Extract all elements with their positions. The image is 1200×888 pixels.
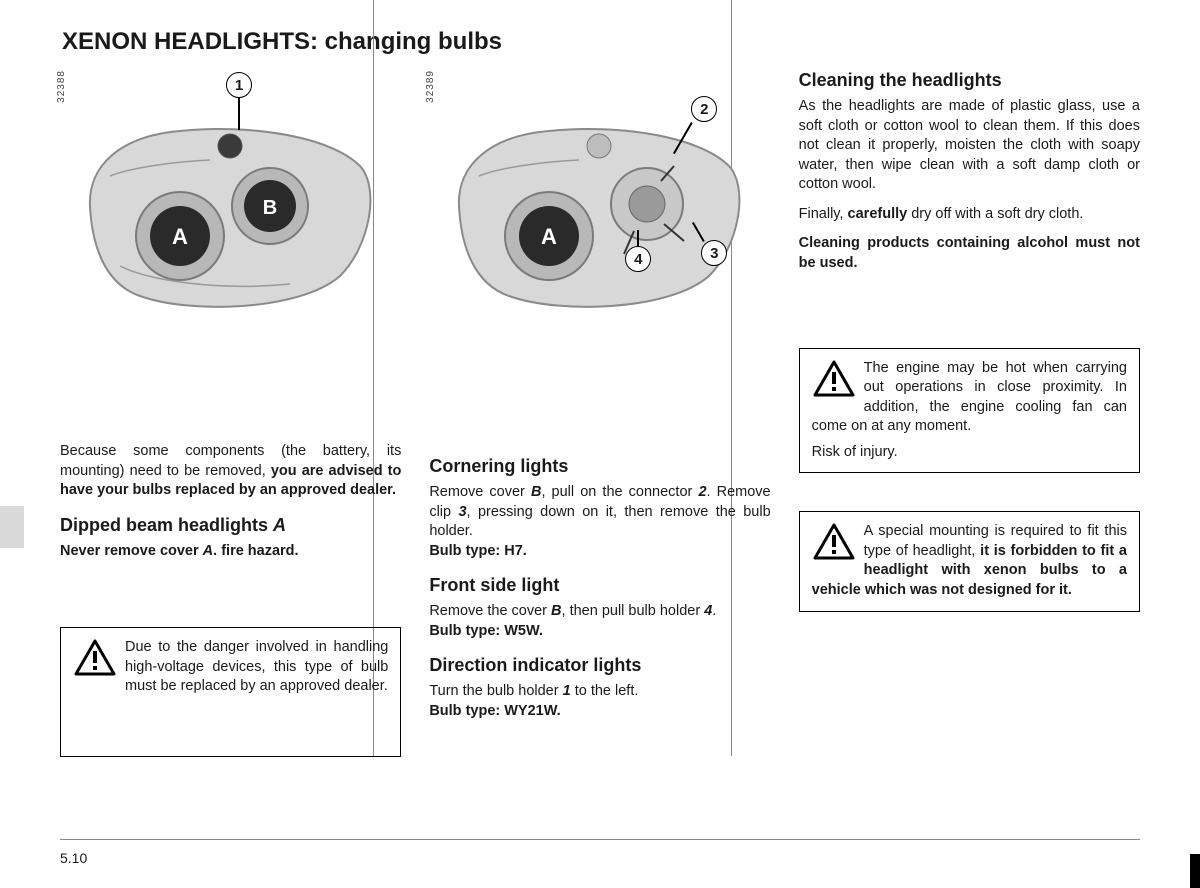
bulb-type: Bulb type: WY21W. [429,703,560,719]
heading-cornering: Cornering lights [429,456,770,477]
cleaning-p3: Cleaning products containing alcohol mus… [799,234,1140,273]
warning-icon [812,522,856,562]
heading-direction: Direction indicator lights [429,655,770,676]
t: dry off with a soft dry cloth. [907,206,1083,222]
page-title: XENON HEADLIGHTS: changing bulbs [62,28,1140,56]
t: , pull on the connector [541,484,698,500]
callout-line [637,230,639,246]
figure-2: 32389 A 2 [429,70,770,350]
ref-3: 3 [458,504,466,520]
heading-text: Dipped beam headlights [60,515,273,535]
figure-number: 32389 [425,70,436,103]
warning-text: A special mounting is required to fit th… [812,522,1127,600]
footer-rule [60,839,1140,840]
callout-1: 1 [226,72,252,98]
column-2: 32389 A 2 [415,70,784,832]
bulb-type: Bulb type: H7. [429,543,526,559]
column-1: 32388 A B 1 [60,70,415,832]
warning-text: Due to the danger involved in handling h… [73,638,388,697]
ref-b: B [551,603,561,619]
callout-label: 2 [691,96,717,122]
headlight-illustration: A [439,96,759,326]
ref-1: 1 [563,683,571,699]
t: Turn the bulb holder [429,683,562,699]
page-number: 5.10 [60,850,87,866]
cleaning-p1: As the headlights are made of plastic gl… [799,97,1140,195]
intro-paragraph: Because some components (the battery, it… [60,442,401,501]
callout-4: 4 [625,246,651,272]
warning-text: The engine may be hot when carrying out … [812,359,1127,437]
t: carefully [848,206,908,222]
cleaning-p2: Finally, carefully dry off with a soft d… [799,205,1140,225]
columns: 32388 A B 1 [60,70,1140,832]
callout-3: 3 [701,240,727,266]
warn-post: . fire hazard. [213,543,298,559]
dipped-warning: Never remove cover A. fire hazard. [60,542,401,562]
svg-text:B: B [263,197,277,219]
bulb-type: Bulb type: W5W. [429,623,543,639]
t: , then pull bulb holder [562,603,705,619]
heading-label-a: A [273,515,286,535]
warning-box-hv: Due to the danger involved in handling h… [60,627,401,757]
heading-dipped-beam: Dipped beam headlights A [60,515,401,536]
callout-label: 3 [701,240,727,266]
svg-text:A: A [172,224,188,249]
warning-icon [73,638,117,678]
t: Remove cover [429,484,531,500]
page: XENON HEADLIGHTS: changing bulbs 32388 A… [0,0,1200,888]
front-side-text: Remove the cover B, then pull bulb holde… [429,602,770,641]
warning-icon [812,359,856,399]
heading-cleaning: Cleaning the headlights [799,70,1140,91]
warning-risk: Risk of injury. [812,443,1127,463]
cornering-text: Remove cover B, pull on the connector 2.… [429,483,770,561]
ref-2: 2 [698,484,706,500]
callout-line [238,98,240,130]
heading-front-side: Front side light [429,575,770,596]
warning-box-mounting: A special mounting is required to fit th… [799,511,1140,611]
ref-b: B [531,484,541,500]
column-3: Cleaning the headlights As the headlight… [785,70,1140,832]
warning-box-engine: The engine may be hot when carrying out … [799,348,1140,474]
t: to the left. [571,683,639,699]
warn-pre: Never remove cover [60,543,203,559]
t: . [712,603,716,619]
t: Remove the cover [429,603,551,619]
headlight-illustration: A B [70,96,390,326]
callout-label: 1 [226,72,252,98]
svg-text:A: A [541,224,557,249]
figure-1: 32388 A B 1 [60,70,401,350]
t: Finally, [799,206,848,222]
figure-number: 32388 [56,70,67,103]
warn-a: A [203,543,213,559]
t: , pressing down on it, then remove the b… [429,504,770,540]
corner-mark [1190,854,1200,888]
callout-label: 4 [625,246,651,272]
direction-text: Turn the bulb holder 1 to the left. Bulb… [429,682,770,721]
callout-2: 2 [691,96,717,122]
